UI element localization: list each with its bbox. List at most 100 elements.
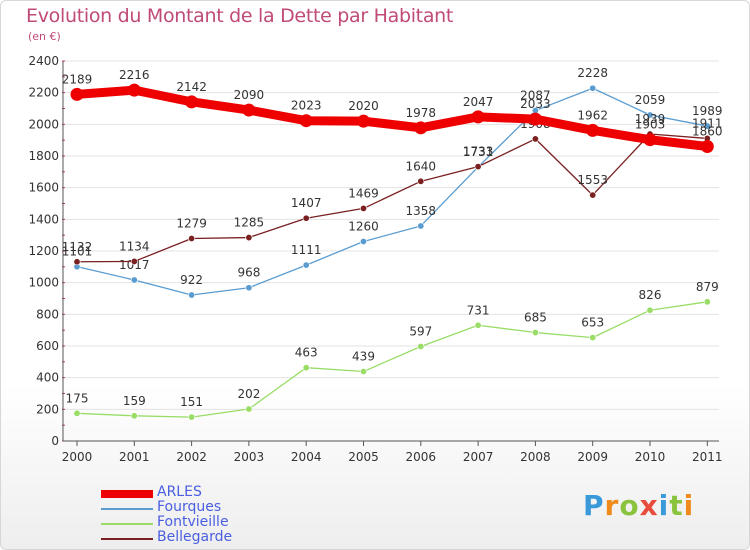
data-label: 159 xyxy=(123,394,146,408)
y-tick-label: 400 xyxy=(36,371,59,385)
y-tick-label: 600 xyxy=(36,339,59,353)
chart-title: Evolution du Montant de la Dette par Hab… xyxy=(26,5,454,27)
data-point xyxy=(474,321,482,329)
y-tick-label: 200 xyxy=(36,402,59,416)
data-point xyxy=(130,412,138,420)
series-line-fourques xyxy=(76,87,708,296)
legend-label: ARLES xyxy=(157,484,202,500)
data-label: 1358 xyxy=(406,204,437,218)
logo-letter: t xyxy=(669,489,684,522)
data-label: 1132 xyxy=(62,240,93,254)
x-tick-label: 2009 xyxy=(577,450,608,464)
y-tick-label: 1800 xyxy=(28,149,59,163)
data-label: 1101 xyxy=(62,245,93,259)
data-point xyxy=(359,204,367,212)
x-tick-label: 2002 xyxy=(176,450,207,464)
data-point xyxy=(359,238,367,246)
x-tick-label: 2004 xyxy=(291,450,322,464)
data-point xyxy=(130,257,138,265)
x-tick-label: 2001 xyxy=(119,450,150,464)
data-label: 1911 xyxy=(692,116,723,130)
data-label: 826 xyxy=(639,288,662,302)
data-point xyxy=(643,133,657,147)
data-point xyxy=(130,276,138,284)
data-point xyxy=(586,123,600,137)
y-tick-label: 800 xyxy=(36,307,59,321)
data-point xyxy=(703,298,711,306)
legend-label: Fontvieille xyxy=(157,514,229,530)
data-point xyxy=(474,163,482,171)
x-tick-label: 2008 xyxy=(520,450,551,464)
data-label: 731 xyxy=(467,303,490,317)
data-point xyxy=(589,84,597,92)
data-label: 968 xyxy=(237,266,260,280)
data-label: 1407 xyxy=(291,196,322,210)
data-point xyxy=(417,222,425,230)
data-point xyxy=(245,405,253,413)
data-point xyxy=(417,177,425,185)
series-line-fontvieille xyxy=(76,301,708,418)
x-tick-label: 2003 xyxy=(234,450,265,464)
data-label: 151 xyxy=(180,395,203,409)
legend-swatch xyxy=(101,490,153,498)
data-point xyxy=(646,306,654,314)
data-label: 2023 xyxy=(291,99,322,113)
data-label: 1279 xyxy=(176,216,207,230)
data-label: 1978 xyxy=(406,106,437,120)
logo-letter: i xyxy=(683,489,695,522)
y-tick-label: 1400 xyxy=(28,212,59,226)
data-point xyxy=(414,121,428,135)
data-label: 922 xyxy=(180,273,203,287)
data-point xyxy=(646,111,654,119)
y-tick-label: 1200 xyxy=(28,244,59,258)
data-point xyxy=(73,409,81,417)
x-tick-label: 2011 xyxy=(692,450,723,464)
data-label: 2059 xyxy=(635,93,666,107)
data-point xyxy=(700,140,714,153)
data-label: 202 xyxy=(237,387,260,401)
data-label: 1860 xyxy=(692,125,723,139)
data-point xyxy=(703,122,711,130)
data-point xyxy=(471,110,485,124)
data-point xyxy=(528,112,542,126)
y-tick-label: 1000 xyxy=(28,276,59,290)
y-tick-label: 2200 xyxy=(28,86,59,100)
data-label: 2087 xyxy=(520,89,551,103)
x-tick-label: 2010 xyxy=(635,450,666,464)
data-label: 175 xyxy=(66,391,89,405)
legend-label: Bellegarde xyxy=(157,529,233,545)
logo-letter: i xyxy=(658,489,670,522)
data-label: 1731 xyxy=(463,145,494,159)
logo-letter: x xyxy=(639,489,659,522)
data-point xyxy=(242,103,256,117)
data-label: 1640 xyxy=(406,159,437,173)
data-label: 1733 xyxy=(463,145,494,159)
data-label: 685 xyxy=(524,311,547,325)
data-point xyxy=(299,114,313,128)
data-label: 1939 xyxy=(635,112,666,126)
data-label: 463 xyxy=(295,346,318,360)
legend-label: Fourques xyxy=(157,499,222,515)
data-label: 2189 xyxy=(62,72,93,86)
data-point xyxy=(302,214,310,222)
series-line-arles xyxy=(72,85,712,151)
legend-swatch xyxy=(101,508,153,510)
x-tick-label: 2000 xyxy=(62,450,93,464)
data-label: 2216 xyxy=(119,68,150,82)
series-line-bellegarde xyxy=(76,133,708,263)
data-label: 653 xyxy=(581,316,604,330)
data-label: 1903 xyxy=(635,118,666,132)
data-label: 879 xyxy=(696,280,719,294)
data-label: 2033 xyxy=(520,97,551,111)
data-label: 1553 xyxy=(577,173,608,187)
data-label: 1962 xyxy=(577,108,608,122)
data-label: 2228 xyxy=(577,66,608,80)
data-label: 1285 xyxy=(234,216,265,230)
data-point xyxy=(188,291,196,299)
data-point xyxy=(531,135,539,143)
data-point xyxy=(302,364,310,372)
data-point xyxy=(359,367,367,375)
data-point xyxy=(73,258,81,266)
